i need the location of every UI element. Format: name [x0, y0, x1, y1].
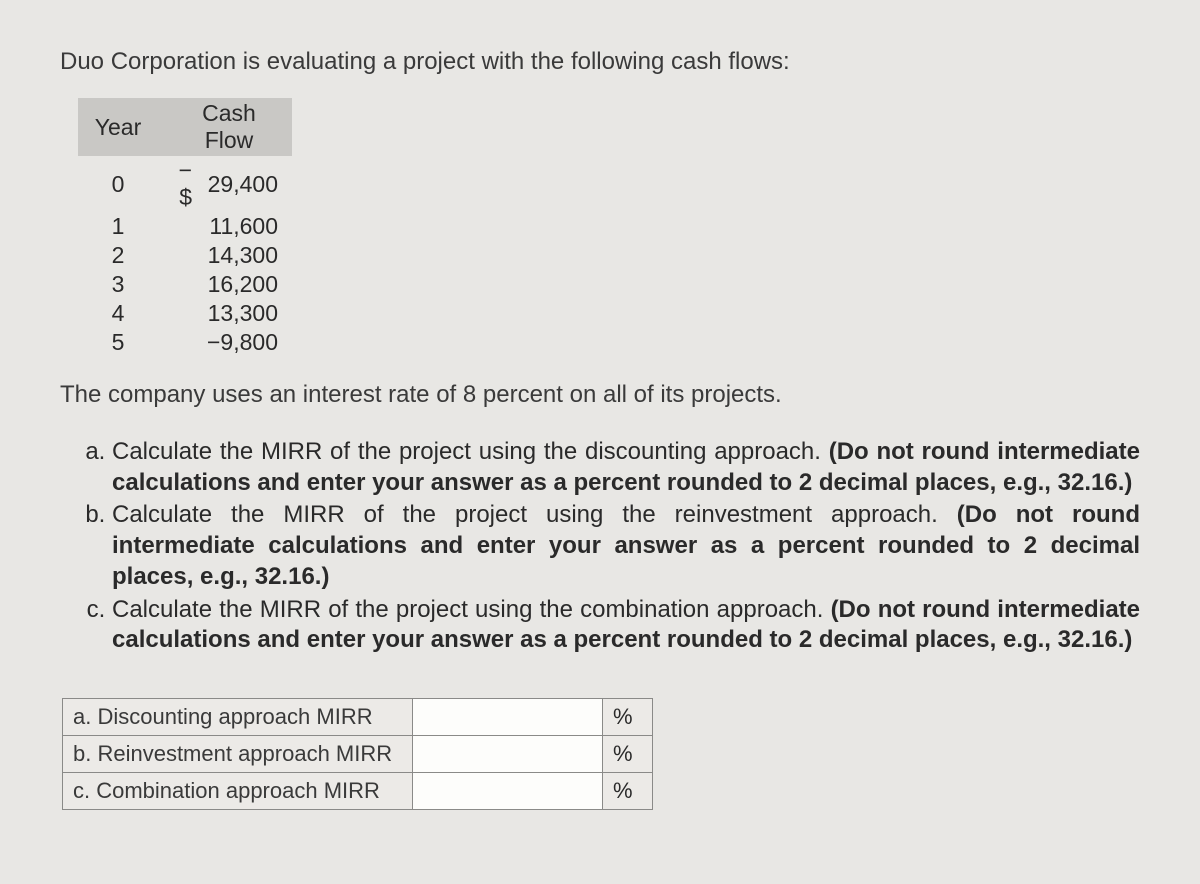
question-list: Calculate the MIRR of the project using …: [60, 437, 1140, 656]
discounting-mirr-input[interactable]: [413, 700, 602, 734]
question-b-text: Calculate the MIRR of the project using …: [112, 501, 957, 528]
unit-b: %: [603, 736, 653, 773]
interest-rate-text: The company uses an interest rate of 8 p…: [60, 381, 1140, 409]
cell-year: 0: [78, 156, 158, 212]
answer-label-a: a. Discounting approach MIRR: [63, 699, 413, 736]
cell-year: 1: [78, 212, 158, 241]
cell-year: 4: [78, 299, 158, 328]
cell-amount: 29,400: [192, 156, 292, 212]
answer-row-b: b. Reinvestment approach MIRR %: [63, 736, 653, 773]
cell-year: 5: [78, 328, 158, 357]
reinvestment-mirr-input[interactable]: [413, 737, 602, 771]
question-b: Calculate the MIRR of the project using …: [112, 500, 1140, 592]
cell-sign: −$: [158, 156, 192, 212]
question-c-text: Calculate the MIRR of the project using …: [112, 596, 831, 623]
intro-text: Duo Corporation is evaluating a project …: [60, 48, 1140, 76]
answer-label-b: b. Reinvestment approach MIRR: [63, 736, 413, 773]
cell-sign: [158, 241, 192, 270]
col-header-cashflow: Cash Flow: [158, 98, 292, 156]
answer-input-cell-a: [413, 699, 603, 736]
cell-amount: 16,200: [192, 270, 292, 299]
cell-sign: [158, 212, 192, 241]
table-row: 4 13,300: [78, 299, 292, 328]
cell-sign: [158, 270, 192, 299]
cell-sign: [158, 328, 192, 357]
cell-sign: [158, 299, 192, 328]
table-row: 1 11,600: [78, 212, 292, 241]
question-a-text: Calculate the MIRR of the project using …: [112, 438, 829, 465]
cell-year: 3: [78, 270, 158, 299]
cell-amount: 14,300: [192, 241, 292, 270]
combination-mirr-input[interactable]: [413, 774, 602, 808]
answer-label-c: c. Combination approach MIRR: [63, 773, 413, 810]
cell-amount: 13,300: [192, 299, 292, 328]
table-row: 2 14,300: [78, 241, 292, 270]
table-row: 3 16,200: [78, 270, 292, 299]
cell-amount: −9,800: [192, 328, 292, 357]
table-row: 5 −9,800: [78, 328, 292, 357]
cell-amount: 11,600: [192, 212, 292, 241]
answer-row-c: c. Combination approach MIRR %: [63, 773, 653, 810]
table-row: 0 −$ 29,400: [78, 156, 292, 212]
cashflow-table: Year Cash Flow 0 −$ 29,400 1 11,600 2 14…: [78, 98, 292, 357]
cell-year: 2: [78, 241, 158, 270]
question-page: Duo Corporation is evaluating a project …: [0, 0, 1200, 840]
col-header-year: Year: [78, 98, 158, 156]
question-c: Calculate the MIRR of the project using …: [112, 595, 1140, 656]
answer-row-a: a. Discounting approach MIRR %: [63, 699, 653, 736]
answer-input-cell-c: [413, 773, 603, 810]
answer-input-cell-b: [413, 736, 603, 773]
question-a: Calculate the MIRR of the project using …: [112, 437, 1140, 498]
answer-table: a. Discounting approach MIRR % b. Reinve…: [62, 698, 653, 810]
unit-a: %: [603, 699, 653, 736]
unit-c: %: [603, 773, 653, 810]
